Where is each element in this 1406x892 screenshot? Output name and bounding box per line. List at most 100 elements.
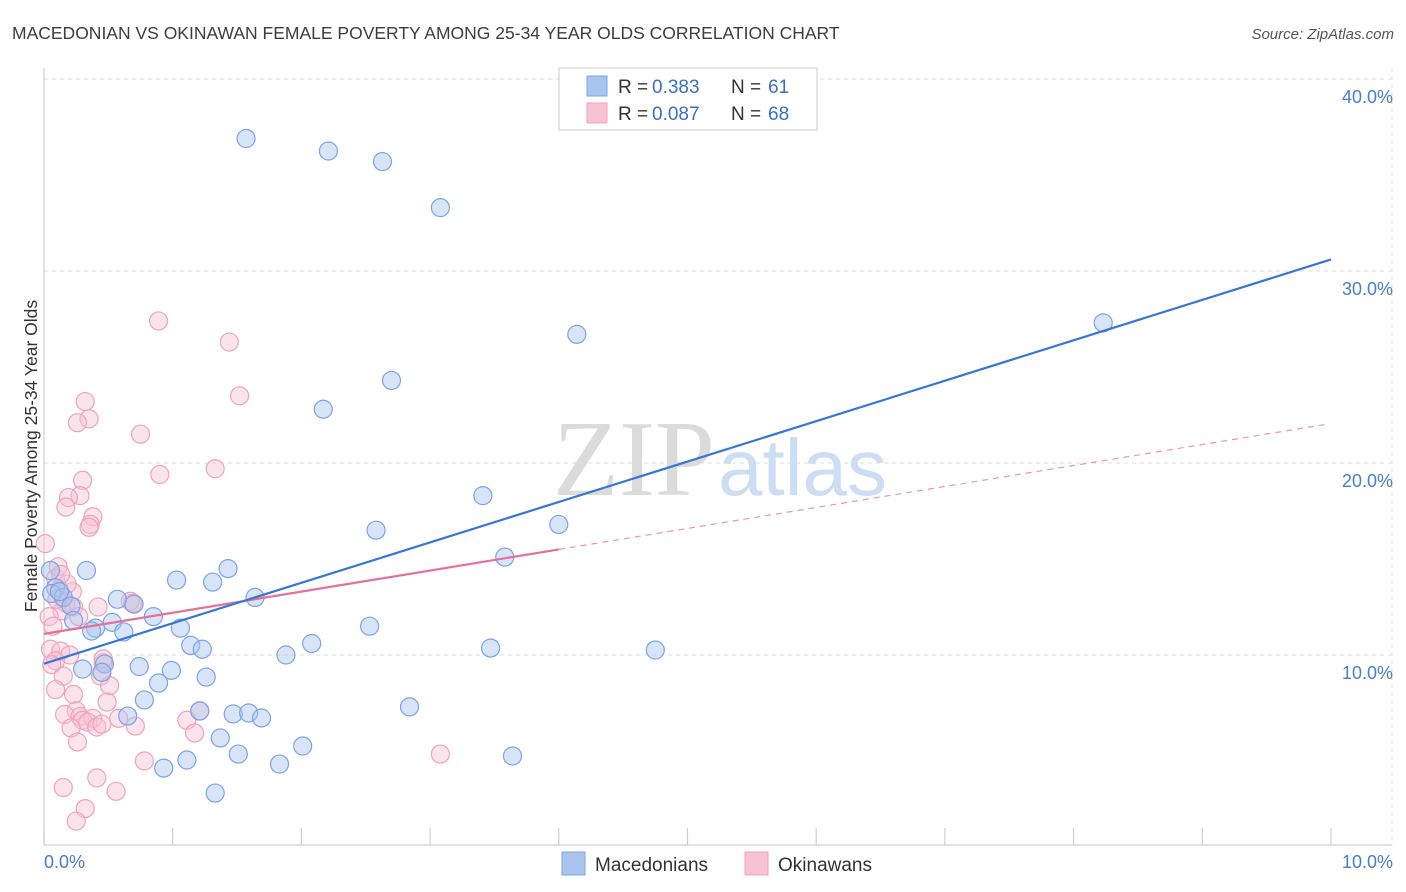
okinawans-point-55 (87, 768, 107, 788)
macedonians-point-16 (202, 572, 223, 592)
macedonians-point-5 (567, 324, 587, 344)
x-ticks (43, 828, 1332, 845)
y-tick-labels: 10.0% 20.0% 30.0% 40.0% (1342, 87, 1393, 683)
macedonians-point-36 (276, 645, 296, 665)
y-tick-label-10: 10.0% (1342, 663, 1393, 683)
macedonians-point-58 (154, 758, 174, 778)
okinawans-point-26 (39, 606, 59, 627)
okinawans-point-57 (106, 781, 126, 801)
macedonians-point-17 (40, 560, 61, 581)
macedonians-point-35 (192, 639, 212, 659)
okinawans-trend-line (43, 548, 559, 635)
macedonians-point-48 (118, 706, 138, 726)
okinawans-point-67 (69, 606, 89, 627)
macedonians-n-prefix: N = (731, 77, 761, 98)
macedonians-point-57 (502, 746, 523, 766)
macedonians-point-34 (181, 635, 201, 656)
okinawans-point-3 (230, 386, 250, 406)
okinawans-point-56 (53, 777, 73, 798)
macedonians-point-45 (148, 673, 169, 693)
okinawans-point-47 (87, 717, 107, 737)
okinawans-point-49 (125, 716, 145, 736)
okinawans-point-52 (67, 732, 88, 752)
chart-title: MACEDONIAN VS OKINAWAN FEMALE POVERTY AM… (12, 23, 840, 43)
x-tick-labels: 0.0% 10.0% (44, 852, 1393, 872)
okinawans-point-17 (35, 534, 55, 554)
okinawans-point-9 (150, 464, 170, 485)
macedonians-point-13 (76, 560, 97, 581)
macedonians-point-56 (177, 750, 197, 770)
macedonians-point-3 (372, 151, 393, 172)
macedonians-point-31 (170, 618, 191, 638)
macedonians-point-60 (205, 783, 225, 803)
trend-lines (43, 258, 1332, 665)
watermark-atlas: atlas (718, 423, 887, 512)
macedonians-point-15 (166, 570, 187, 590)
okinawans-point-54 (134, 751, 154, 771)
okinawans-trend-line-extension (558, 424, 1325, 550)
y-axis-title: Female Poverty Among 25-34 Year Olds (21, 300, 41, 613)
okinawans-point-6 (67, 413, 88, 433)
okinawans-point-2 (219, 332, 239, 352)
watermark-zip: ZIP (553, 400, 715, 519)
macedonians-r-prefix: R = (618, 77, 648, 98)
macedonians-point-41 (129, 656, 149, 677)
okinawans-r-value: 0.087 (652, 104, 700, 125)
macedonians-point-21 (107, 589, 127, 609)
okinawans-n-prefix: N = (731, 104, 761, 125)
okinawans-point-7 (130, 424, 151, 444)
okinawans-point-36 (64, 684, 84, 704)
macedonians-r-value: 0.383 (652, 77, 700, 98)
macedonians-point-10 (549, 514, 569, 535)
macedonians-point-2 (318, 141, 339, 161)
okinawans-point-13 (56, 497, 76, 517)
macedonians-point-26 (64, 610, 84, 631)
macedonians-point-1 (236, 128, 256, 149)
macedonians-point-51 (239, 703, 259, 723)
macedonians-point-8 (313, 399, 333, 419)
macedonians-point-32 (360, 616, 380, 636)
okinawans-point-48 (92, 714, 112, 734)
x-tick-label-10: 10.0% (1342, 852, 1393, 872)
okinawans-point-4 (75, 391, 95, 412)
macedonians-point-40 (73, 659, 93, 679)
macedonians-point-44 (196, 667, 216, 687)
macedonians-point-55 (228, 744, 248, 764)
macedonians-point-59 (269, 754, 290, 774)
okinawans-point-59 (66, 811, 86, 831)
stats-legend: R = 0.383 N = 61 R = 0.087 N = 68 (558, 67, 818, 131)
macedonians-point-46 (134, 690, 154, 710)
macedonians-point-38 (645, 640, 665, 660)
chart-source: Source: ZipAtlas.com (1251, 26, 1394, 43)
okinawans-point-16 (79, 517, 99, 537)
macedonians-points (40, 128, 1113, 803)
macedonians-series-label: Macedonians (595, 855, 708, 876)
okinawans-point-1 (148, 311, 169, 331)
okinawans-point-37 (97, 692, 117, 712)
y-tick-label-40: 40.0% (1342, 87, 1393, 107)
y-tick-label-20: 20.0% (1342, 471, 1393, 491)
okinawans-series-swatch (744, 851, 769, 876)
macedonians-point-4 (430, 198, 450, 218)
macedonians-point-33 (302, 633, 322, 654)
macedonians-point-37 (480, 638, 501, 658)
okinawans-r-prefix: R = (618, 104, 648, 125)
macedonians-point-54 (293, 736, 313, 756)
macedonians-legend-swatch (586, 75, 608, 97)
macedonians-n-value: 61 (768, 77, 789, 98)
macedonians-series-swatch (561, 851, 586, 876)
macedonians-point-24 (61, 596, 81, 616)
macedonians-point-49 (190, 701, 210, 721)
okinawans-point-50 (61, 718, 81, 738)
macedonians-point-47 (399, 697, 420, 717)
okinawans-point-10 (73, 470, 93, 490)
macedonians-point-53 (210, 728, 230, 748)
macedonians-point-11 (366, 520, 386, 540)
y-tick-label-30: 30.0% (1342, 279, 1393, 299)
macedonians-point-14 (218, 558, 238, 579)
macedonians-point-19 (42, 583, 62, 604)
okinawans-legend-swatch (586, 102, 608, 124)
macedonians-point-43 (92, 662, 112, 682)
okinawans-point-8 (205, 459, 225, 479)
